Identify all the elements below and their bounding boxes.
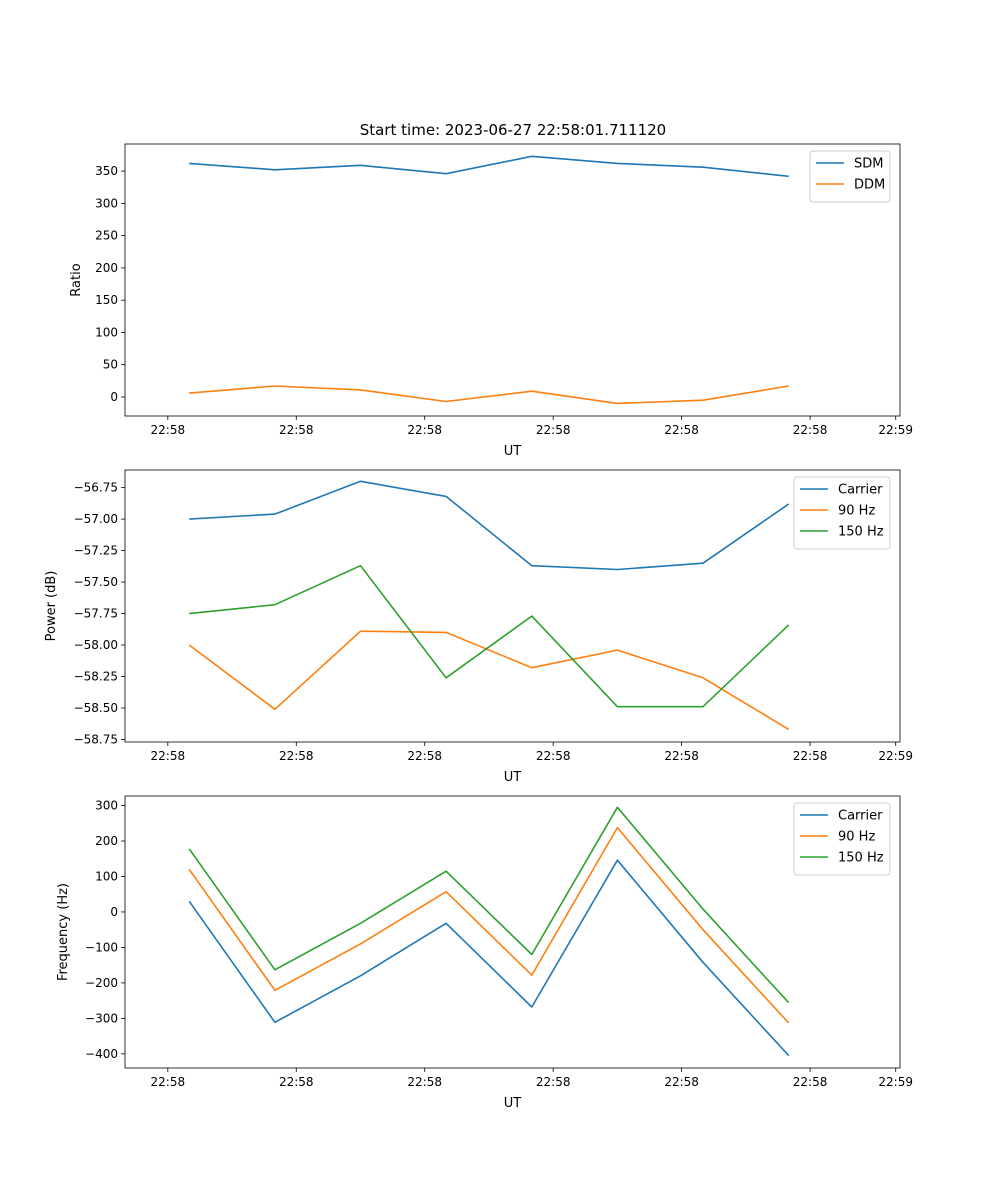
y-tick-label: −57.00 (74, 512, 118, 526)
x-tick-label: 22:58 (536, 749, 571, 763)
y-tick-label: −400 (85, 1047, 118, 1061)
legend: Carrier 90 Hz 150 Hz (793, 476, 891, 550)
x-tick-label: 22:58 (151, 749, 186, 763)
y-tick-label: −200 (85, 976, 118, 990)
x-axis-label: UT (504, 1096, 522, 1111)
y-tick-label: 200 (95, 834, 118, 848)
series-line-150-hz (189, 564, 790, 708)
series-line-90-hz (188, 826, 790, 1024)
x-tick-label: 22:58 (279, 749, 314, 763)
x-tick-label: 22:58 (151, 423, 186, 437)
axes-frame (124, 795, 901, 1069)
x-tick-label: 22:58 (407, 749, 442, 763)
x-tick-label: 22:59 (878, 423, 913, 437)
legend-label: 150 Hz (838, 525, 884, 540)
chart-panel-3: 22:58 22:58 22:58 22:58 22:58 22:58 22:59 300 20… (56, 795, 913, 1111)
x-tick-label: 22:59 (878, 749, 913, 763)
chart-panel-2: 22:58 22:58 22:58 22:58 22:58 22:58 22:59 −56.7… (44, 469, 913, 785)
x-tick-label: 22:59 (878, 1075, 913, 1089)
y-tick-label: −58.75 (74, 732, 118, 746)
series-line-ddm (189, 385, 789, 405)
legend: Carrier 90 Hz 150 Hz (793, 802, 891, 876)
y-axis-label: Frequency (Hz) (56, 883, 71, 981)
legend-label: 150 Hz (838, 851, 884, 866)
y-tick-label: 200 (95, 261, 118, 275)
series-line-150-hz (188, 806, 790, 1004)
series-line-carrier (188, 859, 790, 1057)
series-line-carrier (189, 480, 790, 571)
y-tick-label: −57.75 (74, 607, 118, 621)
axes-frame (124, 143, 901, 417)
y-tick-label: −57.25 (74, 544, 118, 558)
x-tick-label: 22:58 (664, 423, 699, 437)
x-tick-label: 22:58 (664, 1075, 699, 1089)
y-tick-label: 300 (95, 196, 118, 210)
x-axis-label: UT (504, 770, 522, 785)
x-tick-label: 22:58 (793, 749, 828, 763)
y-tick-label: 150 (95, 293, 118, 307)
y-tick-label: 350 (95, 164, 118, 178)
x-tick-label: 22:58 (793, 423, 828, 437)
axes-frame (124, 469, 901, 743)
legend-label: 90 Hz (838, 504, 875, 519)
x-tick-label: 22:58 (793, 1075, 828, 1089)
y-tick-label: −58.25 (74, 670, 118, 684)
x-tick-label: 22:58 (664, 749, 699, 763)
chart-panel-1: 22:58 22:58 22:58 22:58 22:58 22:58 22:59 0 50 10… (69, 143, 913, 459)
y-tick-label: 250 (95, 229, 118, 243)
x-tick-label: 22:58 (407, 423, 442, 437)
y-tick-label: −300 (85, 1011, 118, 1025)
y-tick-label: 0 (110, 905, 118, 919)
x-tick-label: 22:58 (536, 423, 571, 437)
y-axis-label: Ratio (69, 263, 84, 296)
y-tick-label: −56.75 (74, 481, 118, 495)
legend-label: Carrier (838, 809, 883, 824)
series-line-90-hz (188, 630, 790, 731)
x-axis-label: UT (504, 444, 522, 459)
y-tick-label: 300 (95, 799, 118, 813)
y-tick-label: 100 (95, 870, 118, 884)
y-tick-label: −58.50 (74, 701, 118, 715)
y-axis-label: Power (dB) (44, 571, 59, 642)
y-tick-label: 0 (110, 390, 118, 404)
x-tick-label: 22:58 (151, 1075, 186, 1089)
legend-label: Carrier (838, 483, 883, 498)
x-tick-label: 22:58 (407, 1075, 442, 1089)
y-tick-label: −57.50 (74, 575, 118, 589)
legend: SDM DDM (809, 150, 891, 203)
legend-label: SDM (854, 157, 883, 172)
y-tick-label: 100 (95, 325, 118, 339)
x-tick-label: 22:58 (536, 1075, 571, 1089)
x-tick-label: 22:58 (279, 1075, 314, 1089)
y-tick-label: 50 (103, 358, 118, 372)
x-tick-label: 22:58 (279, 423, 314, 437)
chart-title: Start time: 2023-06-27 22:58:01.711120 (360, 121, 666, 139)
y-tick-label: −58.00 (74, 638, 118, 652)
legend-label: DDM (854, 178, 885, 193)
legend-label: 90 Hz (838, 830, 875, 845)
y-tick-label: −100 (85, 940, 118, 954)
series-line-sdm (189, 155, 789, 178)
